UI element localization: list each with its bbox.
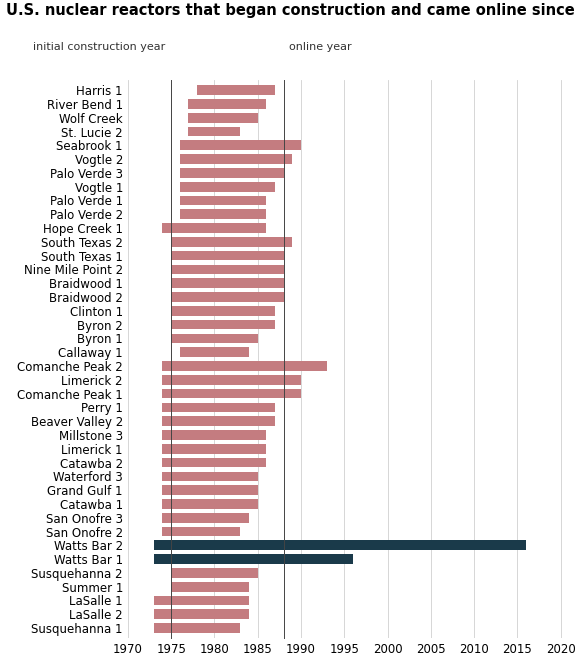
Bar [171, 568, 258, 578]
Bar [180, 140, 301, 150]
Bar [163, 389, 301, 398]
Bar [163, 361, 327, 371]
Bar [154, 623, 241, 633]
Bar [163, 458, 266, 467]
Bar [171, 320, 275, 329]
Bar [188, 127, 241, 136]
Bar [171, 279, 284, 288]
Bar [171, 251, 284, 261]
Bar [163, 416, 275, 426]
Bar [180, 168, 284, 178]
Bar [163, 375, 301, 384]
Text: initial construction year: initial construction year [33, 42, 166, 52]
Bar [163, 223, 266, 233]
Bar [154, 596, 249, 605]
Bar [154, 554, 353, 564]
Bar [171, 306, 275, 316]
Text: online year: online year [289, 42, 352, 52]
Bar [163, 444, 266, 454]
Bar [171, 237, 292, 247]
Bar [163, 499, 258, 509]
Bar [154, 609, 249, 619]
Bar [163, 485, 258, 495]
Bar [171, 292, 284, 302]
Bar [163, 402, 275, 412]
Bar [163, 527, 241, 537]
Bar [188, 113, 258, 122]
Bar [188, 99, 266, 109]
Bar [171, 265, 284, 274]
Bar [180, 154, 292, 164]
Text: U.S. nuclear reactors that began construction and came online since 1973: U.S. nuclear reactors that began constru… [6, 3, 581, 19]
Bar [171, 582, 249, 591]
Bar [180, 347, 249, 357]
Bar [180, 182, 275, 192]
Bar [163, 471, 258, 481]
Bar [154, 541, 526, 550]
Bar [180, 196, 266, 205]
Bar [163, 513, 249, 523]
Bar [171, 334, 258, 343]
Bar [197, 85, 275, 95]
Bar [163, 430, 266, 440]
Bar [180, 209, 266, 219]
